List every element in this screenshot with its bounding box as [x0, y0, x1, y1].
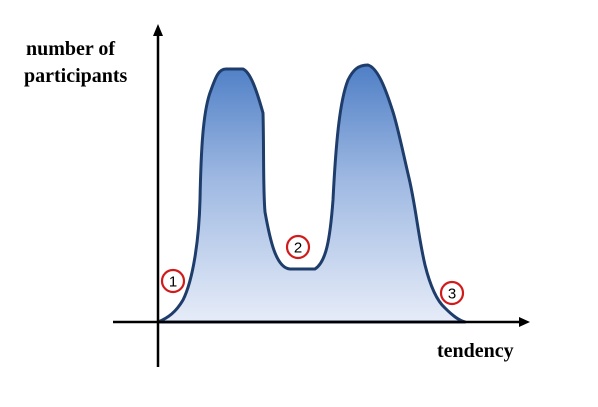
marker-3-label: 3 [448, 286, 456, 303]
x-axis-arrowhead [519, 317, 530, 327]
y-axis-label-line2: participants [24, 65, 128, 87]
marker-3-ring [439, 280, 465, 306]
marker-1: 1 [160, 268, 186, 294]
y-axis-arrowhead [153, 24, 163, 36]
marker-1-label: 1 [169, 274, 177, 291]
x-axis-label: tendency [437, 340, 514, 362]
marker-2-label: 2 [294, 240, 302, 257]
marker-1-ring [160, 268, 186, 294]
marker-2: 2 [285, 234, 311, 260]
marker-2-ring [285, 234, 311, 260]
y-axis-label-line1: number of [26, 38, 115, 60]
marker-3: 3 [439, 280, 465, 306]
bimodal-curve-fill [156, 63, 467, 324]
